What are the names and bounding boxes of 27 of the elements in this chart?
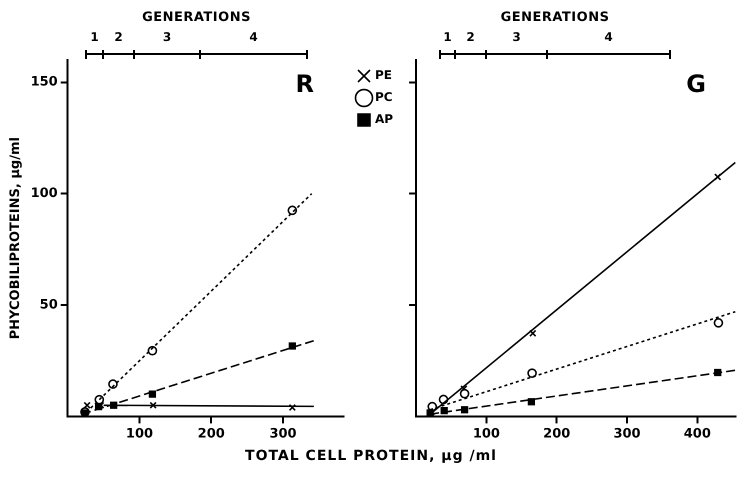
text: 1 (89, 30, 100, 44)
x-tick-label: 200 (543, 426, 570, 442)
y-tick-label: 150 (30, 74, 58, 90)
text: R (296, 70, 314, 98)
x-tick-label: 100 (472, 426, 500, 442)
legend-label: AP (375, 112, 394, 126)
y-tick-label: 100 (30, 186, 58, 202)
x-tick-label: 200 (198, 426, 225, 442)
text: 3 (511, 30, 522, 44)
text: GENERATIONS (500, 10, 610, 25)
text: 3 (162, 30, 172, 44)
x-axis-title: TOTAL CELL PROTEIN, µg /ml (244, 448, 498, 464)
legend-label: PE (375, 68, 392, 82)
text: 2 (113, 30, 124, 44)
x-tick-label: 300 (613, 426, 641, 442)
text: GENERATIONS (141, 10, 252, 25)
text: 4 (603, 30, 614, 44)
y-axis-title: PHYCOBILIPROTEINS, µg/ml (8, 137, 24, 340)
text: G (686, 70, 706, 98)
text: 4 (248, 30, 259, 44)
text: 1 (442, 30, 453, 44)
x-tick-label: 300 (269, 426, 297, 442)
legend-label: PC (375, 90, 393, 104)
x-tick-label: 100 (126, 426, 154, 442)
text: 2 (465, 30, 476, 44)
x-tick-label: 400 (684, 426, 711, 442)
y-tick-label: 50 (40, 297, 58, 312)
